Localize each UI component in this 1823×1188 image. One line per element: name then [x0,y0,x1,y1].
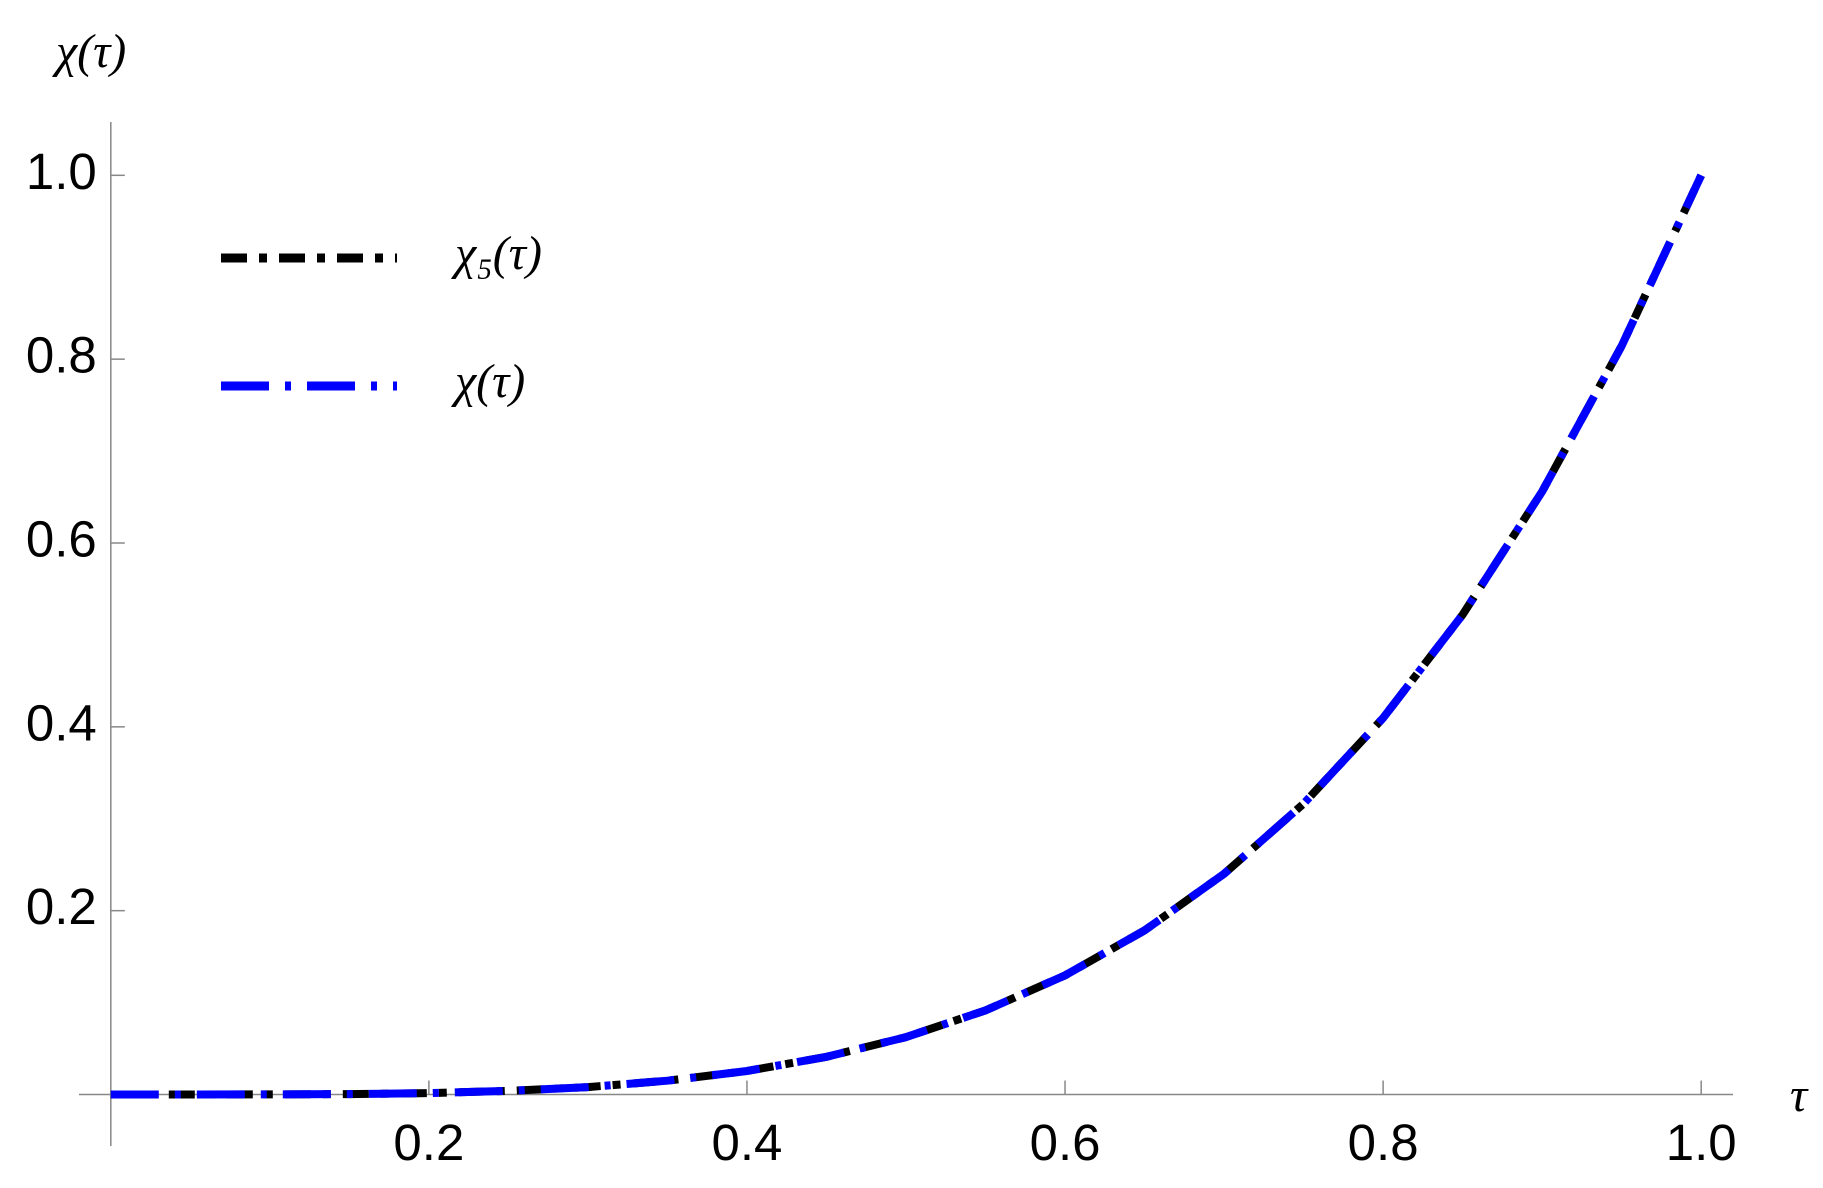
x-tick-label: 0.8 [1348,1114,1419,1171]
y-tick-label: 0.2 [26,878,97,935]
x-axis-label: τ [1790,1069,1809,1122]
y-tick-label: 0.4 [26,694,97,751]
x-tick-label: 1.0 [1666,1114,1737,1171]
y-tick-label: 0.6 [26,510,97,567]
x-tick-label: 0.2 [393,1114,464,1171]
y-tick-label: 1.0 [26,143,97,200]
y-tick-label: 0.8 [26,327,97,384]
legend-label: χ(τ) [451,355,525,408]
x-tick-label: 0.4 [712,1114,783,1171]
series-line [110,173,1705,1099]
series-line [110,173,1705,1099]
y-axis-label: χ(τ) [52,25,126,78]
x-tick-label: 0.6 [1030,1114,1101,1171]
legend-label: χ₅(τ) [451,227,542,280]
